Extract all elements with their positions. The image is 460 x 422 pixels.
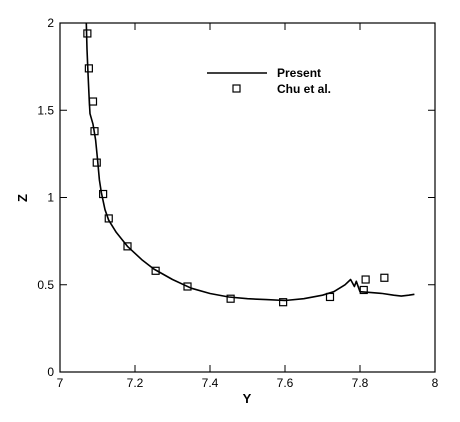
data-point-chu <box>88 97 98 106</box>
y-tick-label: 0 <box>47 365 54 379</box>
data-point-chu <box>90 127 99 136</box>
data-point-chu <box>380 273 389 282</box>
data-point-chu <box>84 64 93 73</box>
y-tick-label: 0.5 <box>37 278 54 292</box>
data-point-chu <box>123 242 132 251</box>
x-tick-label: 7 <box>57 376 64 390</box>
x-tick-label: 7.8 <box>352 376 369 390</box>
y-axis-ticks: 0 0.5 1 1.5 2 <box>37 16 435 379</box>
plot-frame <box>59 22 436 373</box>
legend-label-present: Present <box>277 66 321 80</box>
x-axis-ticks: 7 7.2 7.4 7.6 7.8 8 <box>57 23 439 390</box>
y-axis-label: Z <box>15 194 30 202</box>
data-point-chu <box>104 214 113 223</box>
data-point-chu <box>92 158 101 167</box>
x-tick-label: 7.2 <box>127 376 144 390</box>
data-point-chu <box>226 294 235 303</box>
x-tick-label: 7.4 <box>202 376 219 390</box>
series-line-present <box>85 22 415 302</box>
x-tick-label: 8 <box>432 376 439 390</box>
series-layer <box>83 22 415 307</box>
data-point-chu <box>361 275 370 284</box>
x-tick-label: 7.6 <box>277 376 294 390</box>
y-tick-label: 1.5 <box>37 103 54 117</box>
y-tick-label: 2 <box>47 16 54 30</box>
data-point-chu <box>151 266 160 275</box>
data-point-chu <box>325 292 335 302</box>
legend-marker-chu <box>232 84 241 93</box>
data-point-chu <box>99 189 108 199</box>
data-point-chu <box>183 282 192 291</box>
y-tick-label: 1 <box>47 191 54 205</box>
data-point-chu <box>83 29 92 38</box>
x-axis-label: Y <box>243 391 252 406</box>
legend-label-chu: Chu et al. <box>277 82 331 96</box>
legend: Present Chu et al. <box>207 66 331 96</box>
data-point-chu <box>359 285 368 295</box>
data-point-chu <box>279 298 288 307</box>
